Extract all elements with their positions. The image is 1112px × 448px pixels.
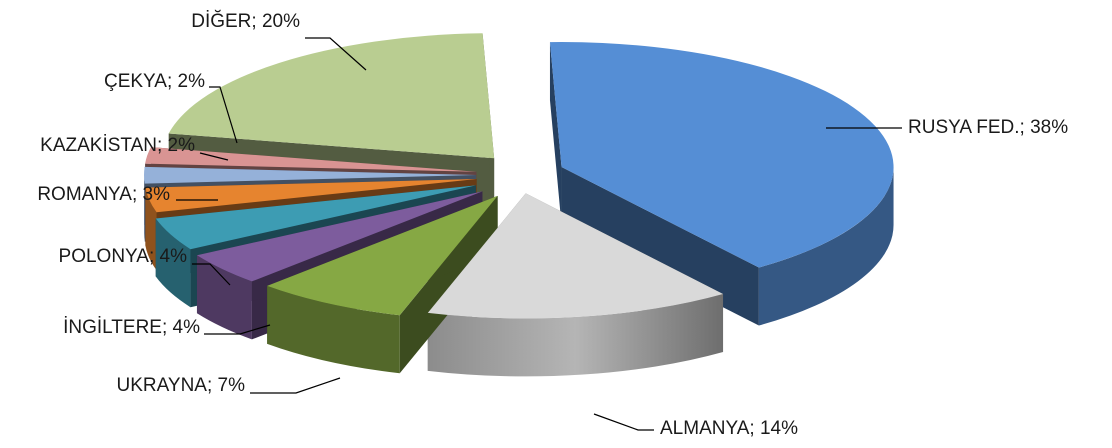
slice-kazaki-stan <box>144 166 477 184</box>
data-labels: RUSYA FED.; 38% ALMANYA; 14% UKRAYNA; 7% İN… <box>37 10 1068 439</box>
data-label-ukrayna: UKRAYNA; 7% <box>117 375 246 396</box>
slice-tops <box>144 33 894 319</box>
slice-wall-i-ngi-ltere-1 <box>196 191 483 314</box>
slice-almanya <box>427 193 724 319</box>
data-label-kazaki-stan: KAZAKİSTAN; 2% <box>40 135 195 156</box>
slice-di-er <box>168 33 495 159</box>
slice-side-rusya-fed--0 <box>758 167 894 326</box>
leader-line-i-ngi-ltere <box>204 324 271 335</box>
leader-line-polonya <box>192 263 231 286</box>
leader-line--ekya <box>209 86 238 144</box>
slice-wall-rusya-fed--0 <box>549 42 562 226</box>
data-label-polonya: POLONYA; 4% <box>59 246 188 267</box>
data-label-almanya: ALMANYA; 14% <box>660 418 798 439</box>
slice-side-i-ngi-ltere-0 <box>196 255 252 340</box>
slice-wall-rusya-fed--1 <box>561 167 759 326</box>
slice-i-ngi-ltere <box>196 191 483 282</box>
data-label--ekya: ÇEKYA; 2% <box>104 71 205 92</box>
data-label-romanya: ROMANYA; 3% <box>37 184 170 205</box>
slice-polonya <box>155 185 476 250</box>
data-label-di-er: DİĞER; 20% <box>191 10 300 32</box>
slice-side-kazaki-stan-0 <box>144 175 145 242</box>
slice-side-polonya-0 <box>155 218 191 308</box>
leader-line-kazaki-stan <box>199 152 229 161</box>
data-label-i-ngi-ltere: İNGİLTERE; 4% <box>63 317 200 338</box>
slice-rusya-fed- <box>549 42 894 268</box>
leader-line-di-er <box>305 37 367 71</box>
slice-side-romanya-0 <box>145 187 157 271</box>
leader-lines <box>176 37 902 431</box>
leader-line-almanya <box>593 413 654 431</box>
slice-romanya <box>145 179 477 213</box>
data-label-rusya-fed-: RUSYA FED.; 38% <box>908 117 1068 138</box>
slice-side-ukrayna-0 <box>267 285 400 374</box>
slice-ukrayna <box>267 195 498 316</box>
slice--ekya <box>145 147 477 172</box>
slice-side-almanya-0 <box>427 293 724 377</box>
leader-line-ukrayna <box>250 377 341 394</box>
